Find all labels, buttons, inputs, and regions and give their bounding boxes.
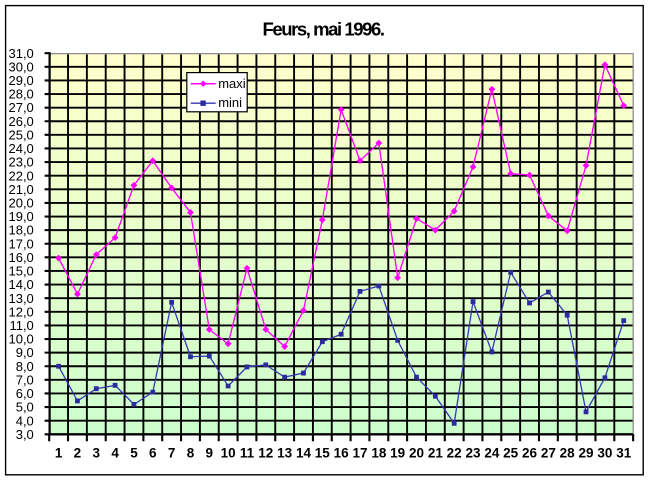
svg-text:8: 8 xyxy=(187,446,195,461)
svg-text:6: 6 xyxy=(149,446,157,461)
svg-text:21,0: 21,0 xyxy=(8,182,33,197)
svg-text:24,0: 24,0 xyxy=(8,141,33,156)
svg-text:14: 14 xyxy=(296,446,312,461)
svg-text:4,0: 4,0 xyxy=(16,413,34,428)
svg-text:6,0: 6,0 xyxy=(16,386,34,401)
svg-text:28,0: 28,0 xyxy=(8,87,33,102)
svg-text:23,0: 23,0 xyxy=(8,155,33,170)
svg-text:2: 2 xyxy=(74,446,82,461)
svg-text:23: 23 xyxy=(466,446,482,461)
svg-text:31,0: 31,0 xyxy=(8,46,33,61)
svg-text:7,0: 7,0 xyxy=(16,372,34,387)
svg-text:25: 25 xyxy=(503,446,519,461)
svg-text:26,0: 26,0 xyxy=(8,114,33,129)
svg-text:31: 31 xyxy=(616,446,632,461)
svg-text:7: 7 xyxy=(168,446,176,461)
svg-text:30,0: 30,0 xyxy=(8,59,33,74)
svg-text:22: 22 xyxy=(447,446,462,461)
svg-text:28: 28 xyxy=(560,446,576,461)
svg-text:22,0: 22,0 xyxy=(8,168,33,183)
svg-text:Feurs, mai 1996.: Feurs, mai 1996. xyxy=(263,18,386,39)
svg-text:17: 17 xyxy=(352,446,367,461)
svg-text:30: 30 xyxy=(597,446,612,461)
svg-text:4: 4 xyxy=(111,446,119,461)
svg-text:15: 15 xyxy=(315,446,331,461)
svg-text:27,0: 27,0 xyxy=(8,100,33,115)
svg-text:18: 18 xyxy=(371,446,387,461)
svg-text:8,0: 8,0 xyxy=(16,359,34,374)
svg-text:29,0: 29,0 xyxy=(8,73,33,88)
svg-text:21: 21 xyxy=(428,446,444,461)
svg-text:26: 26 xyxy=(522,446,538,461)
svg-text:18,0: 18,0 xyxy=(8,223,33,238)
svg-text:10,0: 10,0 xyxy=(8,332,33,347)
svg-text:13,0: 13,0 xyxy=(8,291,33,306)
svg-text:25,0: 25,0 xyxy=(8,127,33,142)
svg-text:24: 24 xyxy=(484,446,500,461)
svg-text:16,0: 16,0 xyxy=(8,250,33,265)
svg-text:14,0: 14,0 xyxy=(8,277,33,292)
svg-text:11,0: 11,0 xyxy=(9,318,33,333)
svg-text:19: 19 xyxy=(390,446,405,461)
svg-text:5,0: 5,0 xyxy=(16,400,34,415)
svg-text:12,0: 12,0 xyxy=(8,304,33,319)
svg-text:16: 16 xyxy=(334,446,350,461)
svg-text:15,0: 15,0 xyxy=(8,264,33,279)
svg-text:19,0: 19,0 xyxy=(8,209,33,224)
svg-text:3: 3 xyxy=(93,446,101,461)
svg-text:9,0: 9,0 xyxy=(16,345,34,360)
svg-text:27: 27 xyxy=(541,446,556,461)
svg-text:20: 20 xyxy=(409,446,424,461)
svg-text:1: 1 xyxy=(55,446,63,461)
svg-text:20,0: 20,0 xyxy=(8,196,33,211)
svg-text:3,0: 3,0 xyxy=(16,427,34,442)
svg-text:29: 29 xyxy=(579,446,594,461)
svg-text:13: 13 xyxy=(277,446,293,461)
svg-text:mini: mini xyxy=(218,95,242,110)
svg-text:12: 12 xyxy=(258,446,273,461)
svg-text:9: 9 xyxy=(206,446,214,461)
svg-text:17,0: 17,0 xyxy=(8,236,33,251)
svg-text:10: 10 xyxy=(221,446,236,461)
svg-text:maxi: maxi xyxy=(218,76,246,91)
svg-text:5: 5 xyxy=(130,446,138,461)
svg-text:11: 11 xyxy=(240,446,255,461)
